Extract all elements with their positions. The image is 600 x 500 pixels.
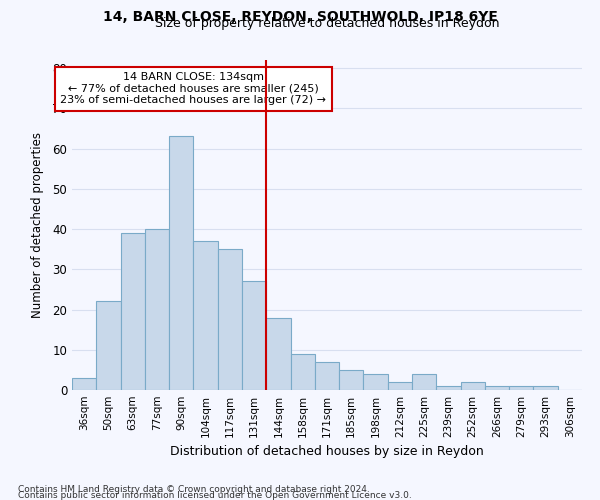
Bar bbox=[533, 386, 558, 390]
Bar bbox=[290, 354, 315, 390]
Text: 14, BARN CLOSE, REYDON, SOUTHWOLD, IP18 6YE: 14, BARN CLOSE, REYDON, SOUTHWOLD, IP18 … bbox=[103, 10, 497, 24]
Text: Contains public sector information licensed under the Open Government Licence v3: Contains public sector information licen… bbox=[18, 490, 412, 500]
Text: 14 BARN CLOSE: 134sqm
← 77% of detached houses are smaller (245)
23% of semi-det: 14 BARN CLOSE: 134sqm ← 77% of detached … bbox=[61, 72, 326, 106]
Bar bbox=[145, 229, 169, 390]
Bar bbox=[121, 233, 145, 390]
Bar bbox=[193, 241, 218, 390]
Bar bbox=[72, 378, 96, 390]
Y-axis label: Number of detached properties: Number of detached properties bbox=[31, 132, 44, 318]
Bar bbox=[388, 382, 412, 390]
Bar bbox=[242, 282, 266, 390]
Bar bbox=[485, 386, 509, 390]
Bar bbox=[509, 386, 533, 390]
Bar bbox=[436, 386, 461, 390]
Bar bbox=[169, 136, 193, 390]
Bar bbox=[339, 370, 364, 390]
Bar bbox=[315, 362, 339, 390]
Bar bbox=[96, 302, 121, 390]
Title: Size of property relative to detached houses in Reydon: Size of property relative to detached ho… bbox=[155, 16, 499, 30]
X-axis label: Distribution of detached houses by size in Reydon: Distribution of detached houses by size … bbox=[170, 446, 484, 458]
Bar bbox=[461, 382, 485, 390]
Text: Contains HM Land Registry data © Crown copyright and database right 2024.: Contains HM Land Registry data © Crown c… bbox=[18, 484, 370, 494]
Bar bbox=[218, 249, 242, 390]
Bar bbox=[364, 374, 388, 390]
Bar bbox=[266, 318, 290, 390]
Bar bbox=[412, 374, 436, 390]
